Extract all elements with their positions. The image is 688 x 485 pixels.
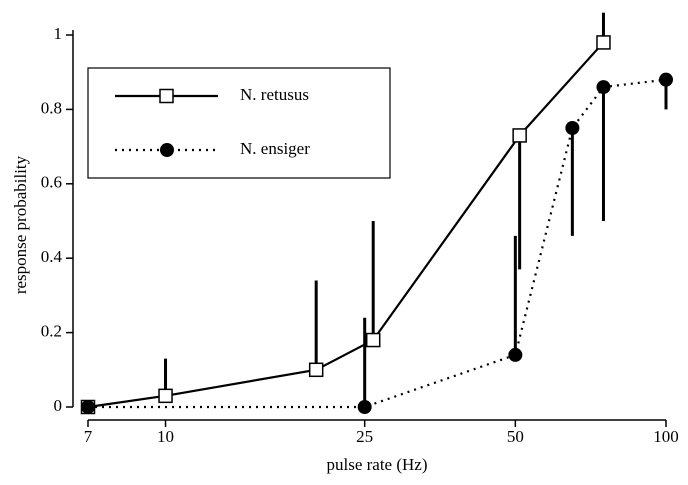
x-axis-label: pulse rate (Hz)	[326, 455, 427, 474]
x-tick-label: 100	[653, 427, 679, 446]
data-point	[596, 80, 611, 95]
legend-label: N. ensiger	[240, 139, 310, 158]
x-tick-label: 7	[84, 427, 93, 446]
data-point	[365, 332, 381, 348]
legend-box	[87, 67, 391, 179]
y-tick-label: 0.4	[41, 247, 63, 266]
series-line	[88, 78, 667, 409]
data-point	[565, 121, 580, 135]
x-tick-label: 25	[356, 427, 373, 446]
legend-marker	[160, 143, 174, 157]
y-tick-label: 0.6	[41, 173, 62, 192]
y-tick-label: 0.8	[41, 98, 62, 117]
y-axis-label: response probability	[11, 155, 30, 294]
x-tick-label: 50	[507, 427, 524, 446]
y-tick-label: 0	[54, 396, 63, 415]
data-point	[659, 72, 673, 87]
data-point	[158, 388, 173, 404]
y-tick-label: 0.2	[41, 322, 62, 341]
legend-label: N. retusus	[240, 85, 309, 104]
data-point	[308, 362, 324, 378]
y-tick-label: 1	[54, 24, 63, 43]
data-point	[596, 35, 611, 50]
data-point	[508, 347, 523, 362]
data-point	[81, 400, 95, 414]
x-tick-label: 10	[157, 427, 174, 446]
legend-marker	[159, 88, 174, 104]
data-point	[357, 400, 372, 414]
data-point	[512, 128, 527, 143]
series-line	[87, 41, 605, 409]
